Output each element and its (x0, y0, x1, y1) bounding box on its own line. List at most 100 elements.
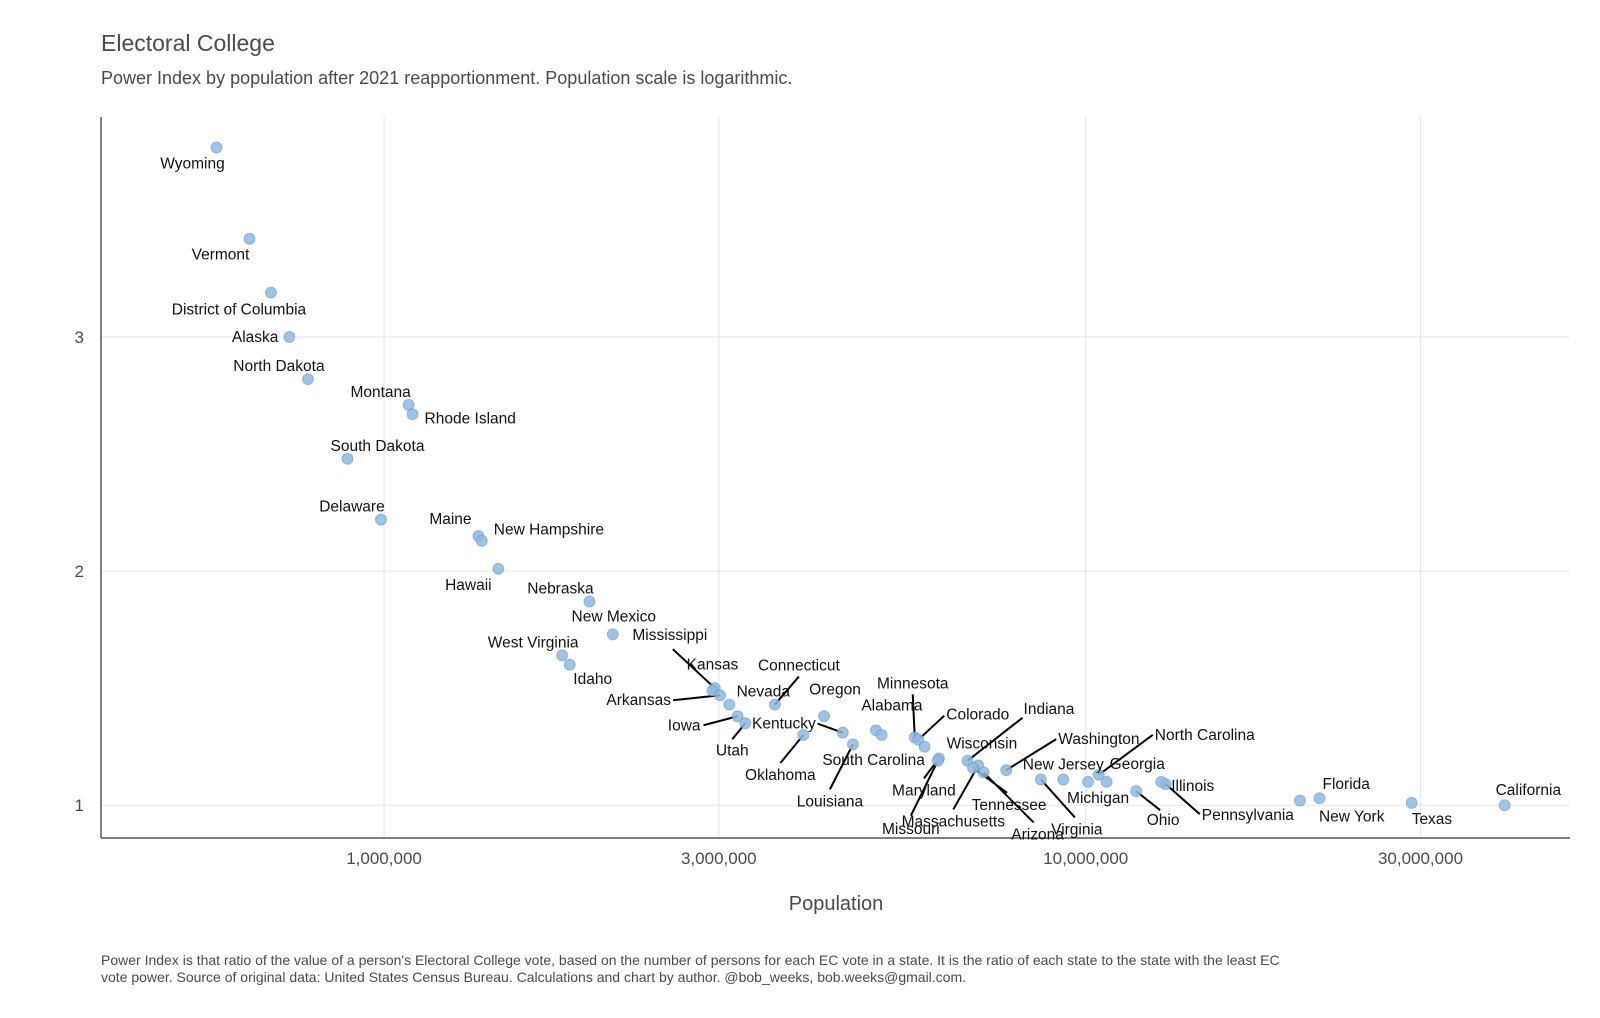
chart-caption: Power Index is that ratio of the value o… (101, 952, 1280, 985)
point-ohio (1130, 785, 1143, 798)
label-massachusetts: Massachusetts (902, 813, 1006, 830)
label-west-virginia: West Virginia (488, 634, 579, 651)
label-pennsylvania: Pennsylvania (1202, 807, 1295, 824)
label-virginia: Virginia (1051, 821, 1103, 838)
point-new-hampshire (475, 534, 488, 547)
label-tennessee: Tennessee (972, 797, 1047, 814)
label-new-hampshire: New Hampshire (494, 522, 604, 539)
data-points (210, 141, 1511, 812)
point-nebraska (583, 595, 596, 608)
label-nevada: Nevada (737, 684, 791, 701)
chart-subtitle: Power Index by population after 2021 rea… (101, 68, 793, 88)
point-hawaii (492, 562, 505, 575)
point-virginia (1034, 773, 1047, 786)
label-louisiana: Louisiana (797, 793, 864, 810)
label-connecticut: Connecticut (758, 658, 841, 675)
leader-indiana (966, 716, 1024, 762)
label-idaho: Idaho (573, 671, 612, 688)
point-oregon (818, 710, 831, 723)
point-california (1498, 799, 1511, 812)
label-ohio: Ohio (1147, 812, 1180, 829)
label-rhode-island: Rhode Island (425, 410, 516, 427)
point-north-carolina (1092, 768, 1105, 781)
point-louisiana (846, 738, 859, 751)
point-florida (1313, 792, 1326, 805)
point-michigan (1082, 775, 1095, 788)
leader-missouri (909, 760, 939, 817)
label-texas: Texas (1412, 811, 1453, 828)
leader-connecticut (774, 675, 800, 706)
leader-washington (1005, 738, 1057, 771)
y-tick-label: 2 (75, 562, 84, 581)
leader-arizona (982, 771, 1035, 824)
label-new-jersey: New Jersey (1023, 756, 1104, 773)
leader-mississippi (672, 648, 716, 689)
label-missouri: Missouri (882, 821, 940, 838)
label-indiana: Indiana (1024, 701, 1075, 718)
label-south-carolina: South Carolina (822, 752, 925, 769)
point-south-dakota (341, 452, 354, 465)
point-tennessee (967, 761, 980, 774)
label-north-dakota: North Dakota (233, 358, 325, 375)
x-tick-label: 1,000,000 (346, 849, 422, 868)
label-arkansas: Arkansas (606, 692, 671, 709)
chart-title: Electoral College (101, 30, 275, 56)
point-texas (1405, 796, 1418, 809)
label-kentucky: Kentucky (752, 716, 816, 733)
point-alaska (283, 331, 296, 344)
point-kentucky (836, 726, 849, 739)
label-kansas: Kansas (687, 657, 739, 674)
label-wyoming: Wyoming (160, 155, 224, 172)
label-oklahoma: Oklahoma (745, 767, 816, 784)
label-mississippi: Mississippi (632, 627, 707, 644)
label-oregon: Oregon (809, 681, 861, 698)
x-tick-label: 10,000,000 (1043, 849, 1128, 868)
point-georgia (1100, 775, 1113, 788)
label-district-of-columbia: District of Columbia (172, 302, 307, 319)
label-utah: Utah (716, 742, 749, 759)
label-montana: Montana (350, 384, 411, 401)
label-maine: Maine (429, 511, 471, 528)
point-rhode-island (406, 408, 419, 421)
point-north-dakota (301, 373, 314, 386)
point-missouri (931, 754, 944, 767)
point-idaho (563, 658, 576, 671)
point-new-jersey (1057, 773, 1070, 786)
label-north-carolina: North Carolina (1155, 727, 1255, 744)
point-south-carolina (875, 729, 888, 741)
label-iowa: Iowa (668, 717, 701, 734)
label-florida: Florida (1323, 776, 1371, 793)
point-nevada (723, 698, 736, 711)
leader-north-carolina (1098, 733, 1154, 776)
leader-oklahoma (779, 734, 805, 764)
point-vermont (243, 232, 256, 245)
point-iowa (731, 710, 744, 723)
label-michigan: Michigan (1067, 790, 1129, 807)
point-illinois (1155, 775, 1168, 788)
label-new-york: New York (1319, 809, 1385, 826)
label-south-dakota: South Dakota (331, 438, 425, 455)
leader-minnesota (911, 694, 916, 738)
label-vermont: Vermont (192, 247, 250, 264)
point-oklahoma (797, 729, 810, 741)
label-washington: Washington (1058, 731, 1139, 748)
leader-louisiana (829, 743, 854, 790)
point-delaware (374, 513, 387, 526)
leader-pennsylvania (1165, 783, 1201, 815)
x-axis-title: Population (789, 893, 884, 915)
point-arizona (977, 766, 990, 779)
point-district-of-columbia (264, 286, 277, 299)
point-arkansas (714, 689, 727, 702)
leader-virginia (1040, 778, 1076, 819)
point-new-york (1293, 794, 1306, 807)
y-tick-label: 3 (75, 328, 84, 347)
point-utah (739, 717, 752, 730)
label-alabama: Alabama (861, 697, 923, 714)
point-new-mexico (606, 628, 619, 641)
point-west-virginia (556, 649, 569, 662)
point-wyoming (210, 141, 223, 154)
label-alaska: Alaska (232, 329, 279, 346)
point-labels: Wyoming Vermont District of Columbia Alaska… (160, 155, 1561, 843)
grid-lines (101, 117, 1570, 838)
